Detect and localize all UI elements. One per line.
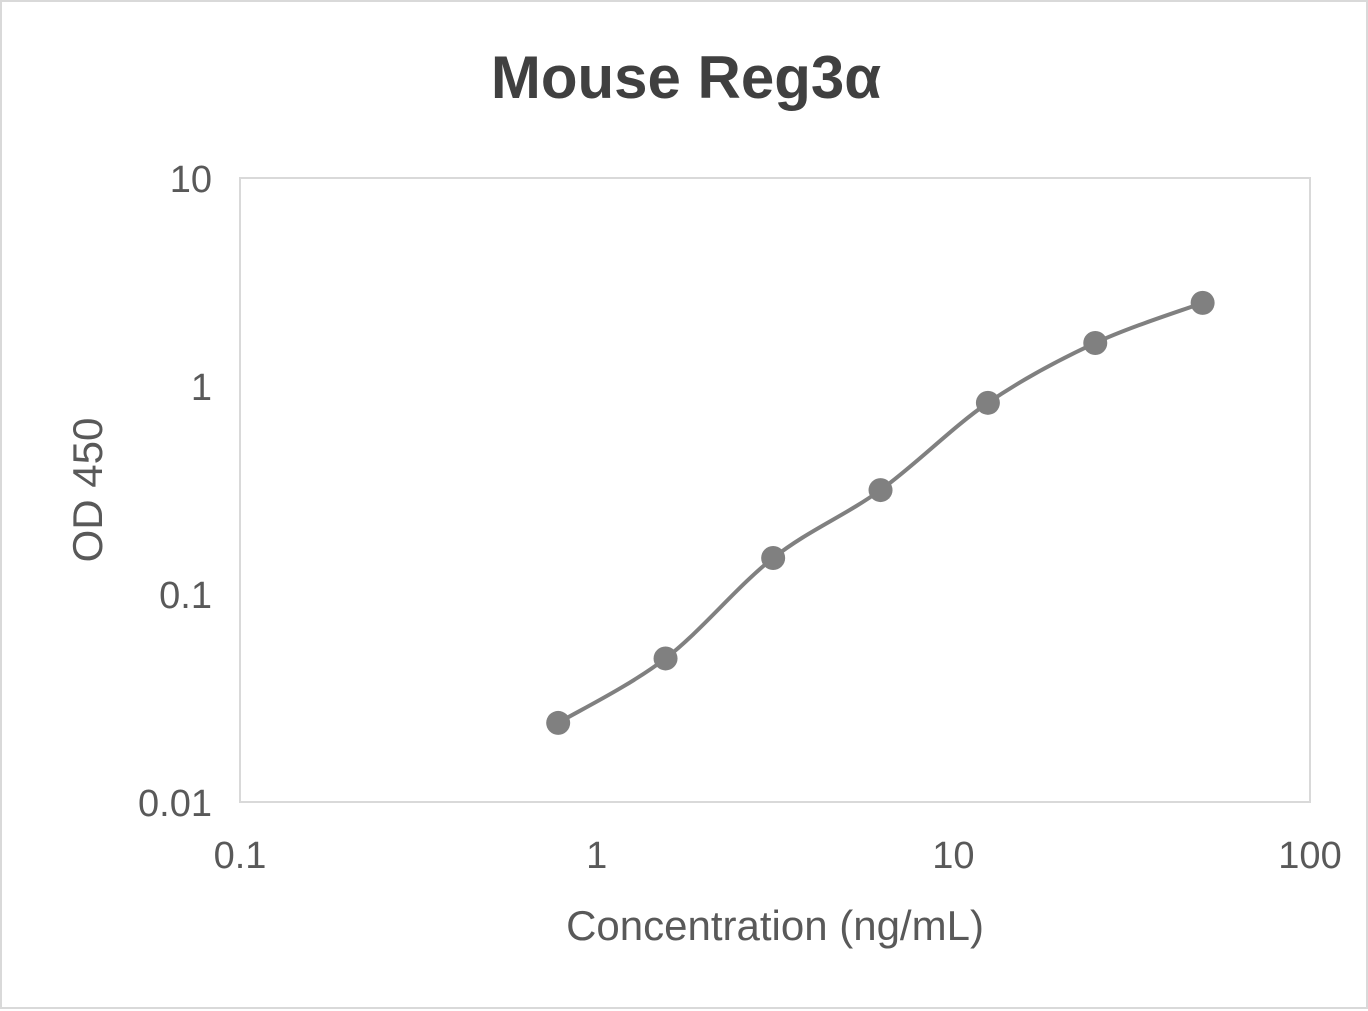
data-point — [1083, 330, 1108, 355]
y-tick-label: 10 — [170, 159, 212, 201]
data-point — [868, 478, 893, 503]
x-axis-label: Concentration (ng/mL) — [566, 902, 984, 949]
data-point — [975, 390, 1000, 415]
x-tick-label: 10 — [932, 835, 974, 877]
plot-area — [239, 177, 1311, 803]
x-tick-label: 0.1 — [214, 835, 267, 877]
chart-title: Mouse Reg3α — [491, 44, 881, 111]
y-axis-label: OD 450 — [64, 418, 111, 563]
x-tick-label: 1 — [586, 835, 607, 877]
data-point — [1190, 290, 1215, 315]
data-point — [546, 710, 571, 735]
x-tick-label: 100 — [1278, 835, 1341, 877]
data-point — [653, 646, 678, 671]
y-tick-label: 0.1 — [159, 575, 212, 617]
y-tick-label: 0.01 — [138, 783, 212, 825]
y-tick-label: 1 — [191, 367, 212, 409]
data-point — [761, 545, 786, 570]
